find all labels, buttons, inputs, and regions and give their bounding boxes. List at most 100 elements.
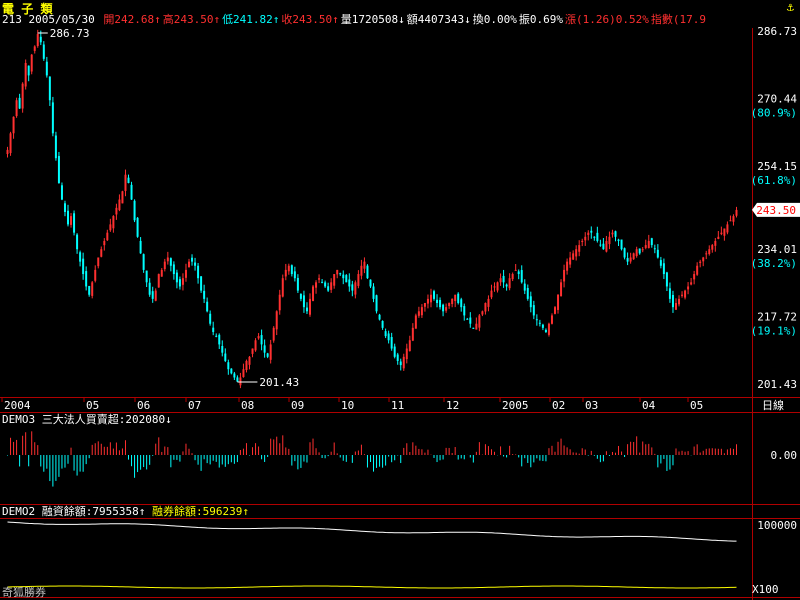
- candle-body: [726, 224, 729, 233]
- candle-body: [396, 354, 399, 361]
- x-tick-label: 05: [690, 399, 703, 412]
- candle-body: [550, 315, 553, 324]
- x-tick-label: 10: [341, 399, 354, 412]
- candle-body: [94, 269, 97, 281]
- candle-body: [650, 238, 653, 246]
- candle-body: [315, 282, 318, 288]
- candle-body: [399, 361, 402, 366]
- x-tick-label: 06: [137, 399, 150, 412]
- candle-body: [6, 149, 9, 155]
- candle-body: [575, 249, 578, 257]
- short-balance-line: [7, 585, 737, 589]
- candle-body: [354, 282, 357, 295]
- candle-body: [305, 307, 308, 312]
- candle-body: [617, 239, 620, 241]
- candle-body: [321, 281, 324, 283]
- candle-body: [166, 257, 169, 262]
- candle-body: [599, 244, 602, 246]
- candle-body: [560, 282, 563, 297]
- y-tick-pct: (19.1%): [751, 325, 797, 338]
- candle-body: [699, 261, 702, 263]
- candle-body: [79, 252, 82, 262]
- candle-body: [693, 274, 696, 280]
- candle-body: [302, 295, 305, 308]
- candle-body: [345, 275, 348, 283]
- candle-body: [206, 301, 209, 312]
- candle-body: [54, 135, 57, 159]
- candle-body: [668, 288, 671, 299]
- candle-body: [172, 264, 175, 275]
- candle-body: [103, 240, 106, 246]
- candle-body: [687, 286, 690, 290]
- quote-item: 換0.00%: [472, 13, 517, 26]
- candle-body: [330, 282, 333, 290]
- candle-body: [626, 258, 629, 262]
- candle-body: [735, 209, 738, 216]
- y-tick-pct: (38.2%): [751, 257, 797, 270]
- candle-body: [184, 269, 187, 278]
- x-unit-label: 日線: [762, 398, 784, 412]
- candle-body: [351, 284, 354, 291]
- quote-item: 振0.69%: [518, 13, 563, 26]
- candle-body: [251, 348, 254, 354]
- candle-body: [620, 239, 623, 250]
- candle-body: [641, 249, 644, 251]
- candle-body: [614, 231, 617, 237]
- candle-body: [200, 276, 203, 291]
- candle-body: [659, 260, 662, 266]
- candle-body: [106, 232, 109, 241]
- candle-body: [242, 369, 245, 378]
- candle-body: [218, 334, 221, 345]
- y-tick-label: 286.73: [757, 25, 797, 38]
- candle-body: [148, 282, 151, 295]
- candle-body: [393, 346, 396, 357]
- y-tick-label: 234.01: [757, 243, 797, 256]
- candle-body: [541, 324, 544, 328]
- quote-bar: 213 2005/05/30 開242.68↑ 高243.50↑ 低241.82↑ 收…: [2, 13, 706, 27]
- candle-body: [18, 97, 21, 109]
- candle-body: [674, 303, 677, 310]
- candle-body: [169, 258, 172, 266]
- anchor-icon[interactable]: ⚓: [786, 0, 794, 14]
- candle-body: [408, 340, 411, 352]
- candle-body: [154, 290, 157, 301]
- candle-body: [702, 257, 705, 262]
- candle-body: [42, 44, 45, 59]
- candle-body: [665, 272, 668, 287]
- candle-body: [445, 307, 448, 311]
- candle-body: [717, 236, 720, 240]
- candle-body: [423, 303, 426, 307]
- candle-body: [508, 278, 511, 289]
- quote-item: 漲(1.26)0.52%: [565, 13, 649, 26]
- candle-body: [248, 356, 251, 365]
- candle-body: [12, 116, 15, 134]
- candle-body: [157, 274, 160, 288]
- candle-body: [112, 216, 115, 229]
- candle-body: [520, 270, 523, 283]
- candle-body: [499, 278, 502, 283]
- candle-body: [142, 254, 145, 270]
- candle-body: [51, 102, 54, 134]
- candle-body: [523, 283, 526, 291]
- candle-body: [284, 269, 287, 277]
- candle-body: [130, 184, 133, 200]
- candle-body: [526, 287, 529, 299]
- candle-body: [605, 240, 608, 252]
- x-tick-label: 2004: [4, 399, 31, 412]
- candle-body: [442, 304, 445, 312]
- candle-body: [357, 274, 360, 286]
- candle-body: [369, 279, 372, 287]
- candle-body: [24, 62, 27, 87]
- candle-body: [57, 156, 60, 184]
- quote-item: 指數(17.9: [650, 13, 706, 26]
- candle-body: [324, 282, 327, 287]
- candle-body: [429, 294, 432, 303]
- candle-body: [632, 253, 635, 260]
- candle-body: [67, 210, 70, 225]
- quote-item: 收243.50↑: [281, 13, 339, 26]
- candle-body: [729, 220, 732, 222]
- candle-body: [417, 311, 420, 316]
- candle-body: [299, 294, 302, 299]
- candle-body: [160, 269, 163, 277]
